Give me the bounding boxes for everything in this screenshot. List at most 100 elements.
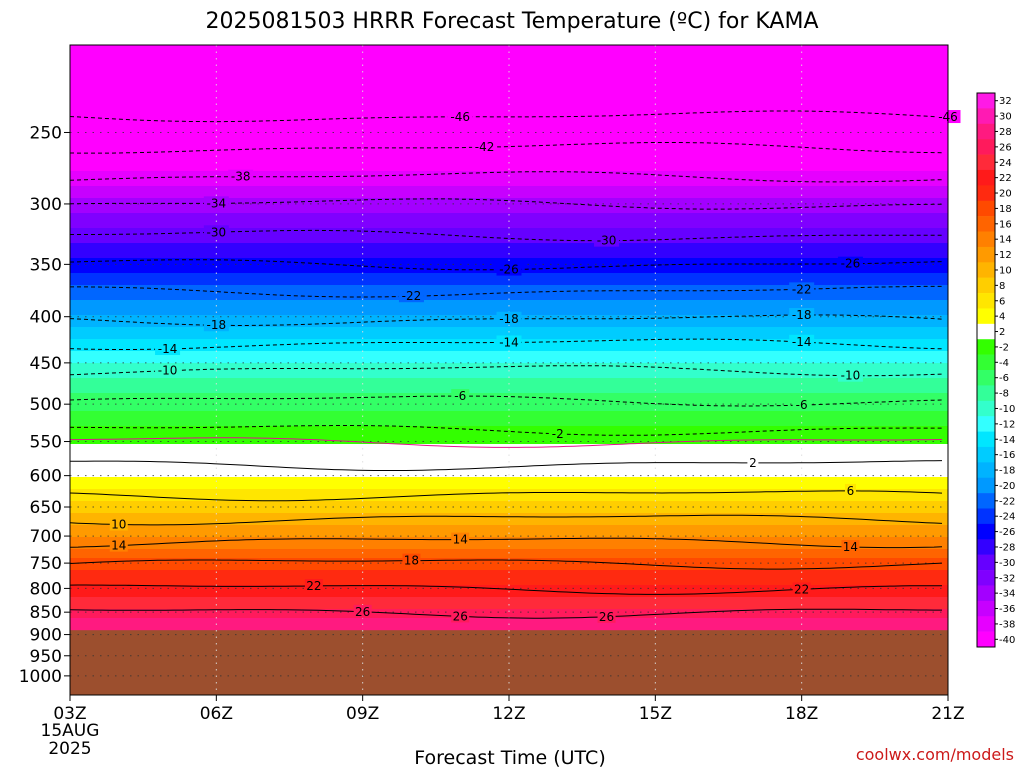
temperature-band (70, 591, 948, 595)
temperature-band (70, 198, 948, 202)
contour-label-bg (451, 532, 470, 546)
contour-label-bg (398, 289, 424, 303)
y-tick-label: 550 (30, 433, 62, 453)
temperature-band (70, 618, 948, 622)
contour-label: -18 (207, 318, 227, 332)
x-date-day: 15AUG (41, 721, 100, 741)
colorbar-swatch (977, 108, 995, 125)
contour-line (69, 110, 943, 123)
temperature-band (70, 156, 948, 160)
y-axis: 250 300 350 400 450 500 550 600 650 700 750 800 850 9… (19, 123, 70, 687)
y-tick-label: 650 (30, 498, 62, 518)
temperature-band (70, 510, 948, 514)
colorbar-label: 24 (999, 158, 1012, 169)
contour-label-bg (109, 517, 128, 531)
colorbar-swatch (977, 154, 995, 171)
temperature-band (70, 300, 948, 304)
contour-label: -10 (158, 364, 178, 378)
contour-label: -46 (450, 110, 470, 124)
colorbar-label: -6 (999, 373, 1009, 384)
colorbar-label: 18 (999, 204, 1012, 215)
temperature-band (70, 606, 948, 610)
contour-label: -6 (796, 398, 808, 412)
contour-label-bg (496, 335, 522, 349)
temperature-band (70, 582, 948, 586)
temperature-band (70, 282, 948, 286)
contour-labels: -46 -46-42-38-34-30-30-26 -26-22 -22-18 -18-… (109, 109, 961, 624)
colorbar-swatch (977, 570, 995, 586)
temperature-band (70, 555, 948, 559)
contour-label-bg (789, 334, 815, 348)
temperature-band (70, 420, 948, 424)
temperature-band (70, 483, 948, 487)
contour-label: -38 (231, 170, 251, 184)
contour-label-bg (747, 455, 759, 469)
colorbar-label: -30 (999, 558, 1015, 569)
temperature-band (70, 93, 948, 97)
temperature-band (70, 99, 948, 103)
temperature-band (70, 390, 948, 394)
temperature-band (70, 279, 948, 283)
temperature-band (70, 396, 948, 400)
x-tick-label: 09Z (346, 704, 379, 724)
colorbar-label: 32 (999, 96, 1012, 107)
temperature-band (70, 327, 948, 331)
contour-label: 2 (749, 456, 757, 470)
contour-label: 18 (404, 554, 419, 568)
colorbar-label: 12 (999, 250, 1012, 261)
contour-label-bg (402, 553, 421, 567)
contour-label-bg (844, 483, 856, 497)
temperature-band (70, 366, 948, 370)
temperature-band (70, 276, 948, 280)
temperature-band (70, 351, 948, 355)
contour-label: 26 (599, 610, 614, 624)
colorbar-swatch (977, 308, 995, 325)
colorbar-label: -22 (999, 496, 1015, 507)
contour-line (69, 514, 943, 526)
temperature-band (70, 333, 948, 337)
temperature-band (70, 204, 948, 208)
temperature-band (70, 348, 948, 352)
contour-line (69, 142, 943, 154)
temperature-band (70, 474, 948, 478)
colorbar-label: -18 (999, 466, 1015, 477)
temperature-band (70, 378, 948, 382)
colorbar-label: -26 (999, 527, 1015, 538)
temperature-band (70, 288, 948, 292)
temperature-band (70, 513, 948, 517)
contour-label-bg (841, 540, 860, 554)
x-axis-label: Forecast Time (UTC) (414, 747, 605, 768)
contour-label: 14 (453, 533, 468, 547)
contour-label: -22 (792, 282, 812, 296)
colorbar-swatch (977, 385, 995, 402)
temperature-band (70, 540, 948, 544)
colorbar-label: -20 (999, 481, 1015, 492)
chart-title: 2025081503 HRRR Forecast Temperature (ºC… (205, 9, 818, 34)
temperature-band (70, 117, 948, 121)
temperature-band (70, 72, 948, 76)
colorbar-label: -36 (999, 604, 1015, 615)
colorbar: 32 30 28 26 24 22 20 18 16 14 12 10 8 6 4 2 -2 -4 -6 -8 -10 -… (976, 92, 1015, 648)
colorbar-label: 20 (999, 189, 1012, 200)
temperature-band (70, 78, 948, 82)
colorbar-label: 16 (999, 219, 1012, 230)
temperature-band (70, 546, 948, 550)
colorbar-label: 2 (999, 327, 1005, 338)
contour-label-bg (203, 318, 229, 332)
contour-label-bg (228, 169, 254, 183)
contour-label-bg (109, 538, 128, 552)
temperature-band (70, 150, 948, 154)
temperature-band (70, 489, 948, 493)
temperature-band (70, 387, 948, 391)
temperature-band (70, 147, 948, 151)
grid (70, 45, 948, 695)
colorbar-swatch (977, 477, 995, 494)
temperature-band (70, 432, 948, 436)
contour-label-bg (837, 368, 863, 382)
temperature-band (70, 105, 948, 109)
temperature-band (70, 177, 948, 181)
colorbar-swatch (977, 523, 995, 540)
colorbar-swatch (977, 585, 995, 602)
temperature-band (70, 171, 948, 175)
temperature-band (70, 243, 948, 247)
